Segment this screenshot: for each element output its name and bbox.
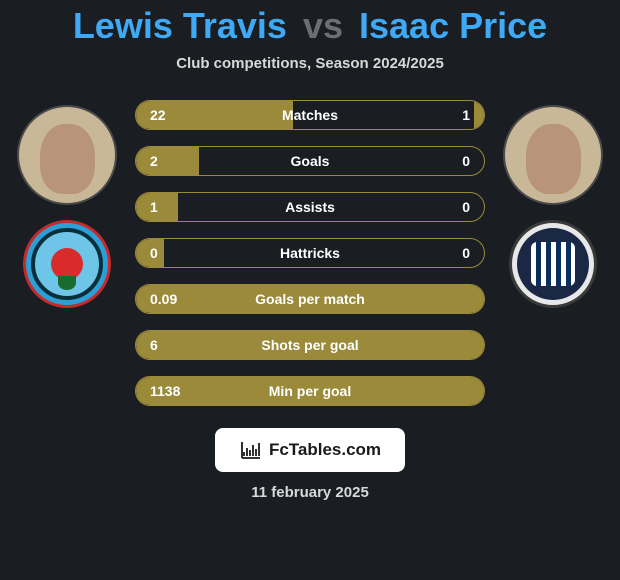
title-vs: vs <box>303 5 343 46</box>
date-text: 11 february 2025 <box>251 484 369 501</box>
stat-row: 1138 Min per goal <box>135 376 485 406</box>
stat-value-left: 6 <box>150 337 158 353</box>
stat-value-right: 0 <box>462 153 470 169</box>
stat-fill-right <box>474 101 484 129</box>
right-column <box>503 100 603 308</box>
page-title: Lewis Travis vs Isaac Price <box>0 5 620 47</box>
stat-row: 1 Assists 0 <box>135 192 485 222</box>
footer: FcTables.com 11 february 2025 <box>0 428 620 501</box>
stripes-icon <box>531 242 575 286</box>
stat-row: 2 Goals 0 <box>135 146 485 176</box>
title-player2: Isaac Price <box>359 5 547 46</box>
main-area: 22 Matches 1 2 Goals 0 1 Assists 0 0 Hattricks 0 0.0… <box>0 100 620 406</box>
avatar-placeholder-icon <box>40 124 95 194</box>
stat-value-right: 0 <box>462 199 470 215</box>
stat-label: Goals <box>291 153 330 169</box>
stat-label: Shots per goal <box>261 337 358 353</box>
stat-fill-left <box>136 147 199 175</box>
player2-club-crest <box>509 220 597 308</box>
brand-text: FcTables.com <box>269 440 381 460</box>
rose-icon <box>51 248 83 280</box>
stat-value-right: 0 <box>462 245 470 261</box>
blackburn-crest-icon <box>31 228 103 300</box>
comparison-container: Lewis Travis vs Isaac Price Club competi… <box>0 0 620 580</box>
wba-crest-icon <box>517 228 589 300</box>
stat-label: Min per goal <box>269 383 351 399</box>
stat-value-left: 2 <box>150 153 158 169</box>
left-column <box>17 100 117 308</box>
stat-row: 22 Matches 1 <box>135 100 485 130</box>
stat-label: Matches <box>282 107 338 123</box>
stat-row: 6 Shots per goal <box>135 330 485 360</box>
stats-list: 22 Matches 1 2 Goals 0 1 Assists 0 0 Hattricks 0 0.0… <box>135 100 485 406</box>
player2-avatar <box>503 105 603 205</box>
stat-label: Assists <box>285 199 335 215</box>
stat-row: 0 Hattricks 0 <box>135 238 485 268</box>
subtitle: Club competitions, Season 2024/2025 <box>0 55 620 72</box>
stat-label: Goals per match <box>255 291 365 307</box>
player1-club-crest <box>23 220 111 308</box>
title-player1: Lewis Travis <box>73 5 287 46</box>
stat-value-left: 1138 <box>150 383 180 399</box>
stat-value-left: 22 <box>150 107 166 123</box>
brand-box[interactable]: FcTables.com <box>215 428 405 472</box>
stat-value-left: 1 <box>150 199 158 215</box>
stat-value-left: 0.09 <box>150 291 177 307</box>
stat-value-left: 0 <box>150 245 158 261</box>
stat-label: Hattricks <box>280 245 340 261</box>
stat-row: 0.09 Goals per match <box>135 284 485 314</box>
stat-value-right: 1 <box>462 107 470 123</box>
chart-icon <box>239 438 263 462</box>
player1-avatar <box>17 105 117 205</box>
avatar-placeholder-icon <box>526 124 581 194</box>
